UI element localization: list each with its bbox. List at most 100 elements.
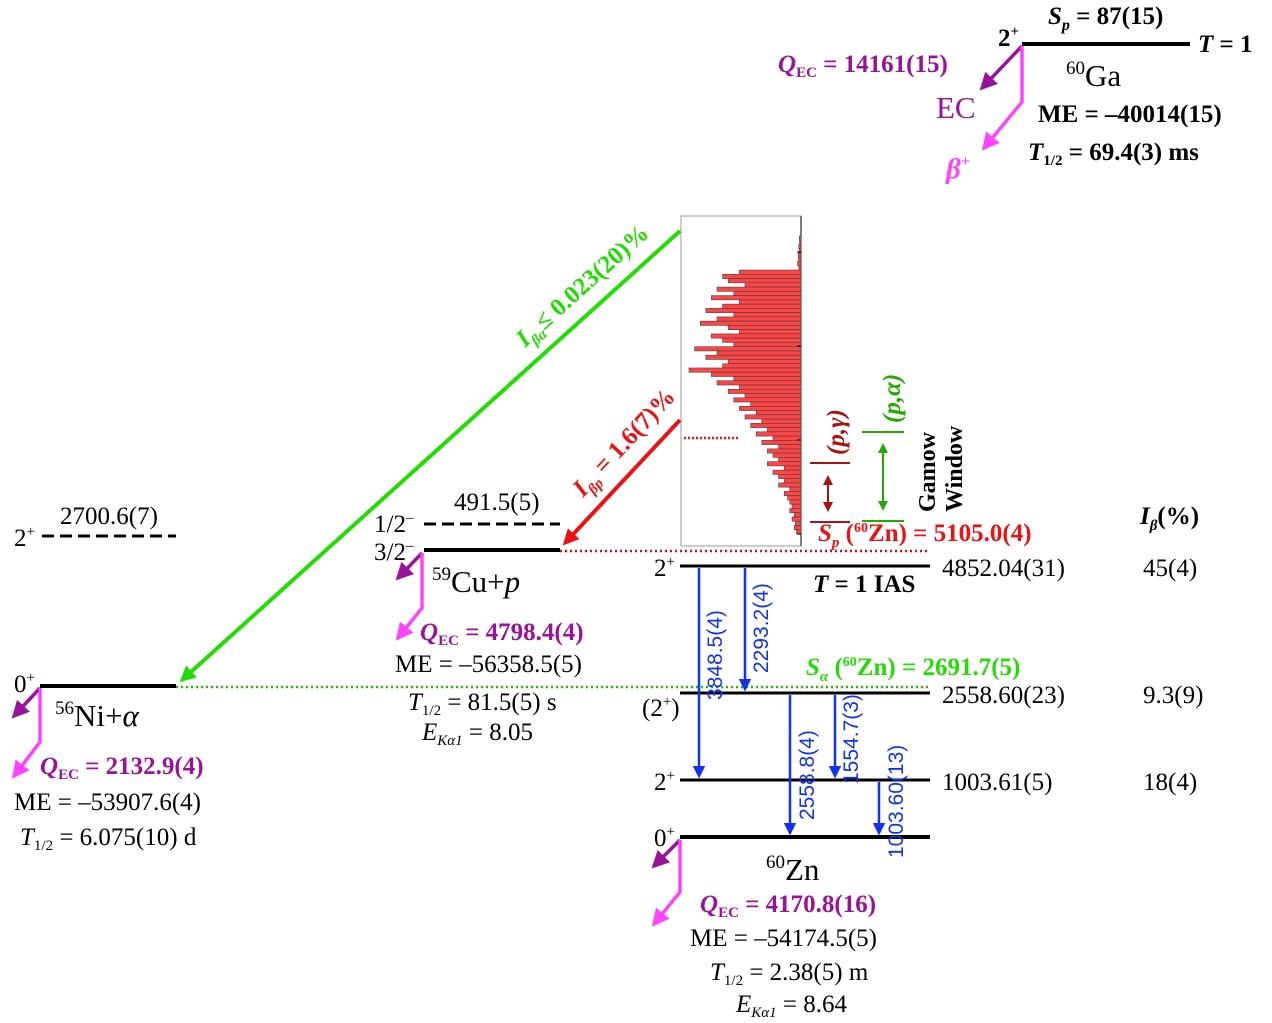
- zn60-qec: QEC = 4170.8(16): [700, 891, 876, 921]
- histogram-bar: [733, 397, 802, 403]
- histogram-bar: [767, 461, 802, 467]
- zn60-me: ME = –54174.5(5): [690, 925, 877, 952]
- cu59-name: 59Cu+p: [432, 564, 520, 599]
- ni56-excited-energy: 2700.6(7): [60, 503, 158, 530]
- histogram-bar: [722, 337, 802, 343]
- histogram-bar: [796, 529, 802, 535]
- histogram-bar: [716, 286, 802, 292]
- zn60-level-4852-energy: 4852.04(31): [942, 555, 1065, 582]
- zn60-level-1003-spin: 2+: [654, 768, 675, 796]
- histogram-bar: [722, 363, 802, 369]
- histogram-bar: [789, 508, 802, 514]
- ga60-isospin: T = 1: [1198, 31, 1253, 58]
- histogram-bar: [711, 333, 802, 339]
- histogram-bar: [772, 469, 802, 475]
- histogram-bar: [767, 448, 802, 454]
- histogram-bar: [705, 308, 802, 313]
- zn60-eka1: EKα1 = 8.64: [735, 991, 848, 1021]
- histogram-bar: [787, 495, 802, 501]
- ni56-beta-arrow: [11, 688, 42, 779]
- histogram-bar: [798, 244, 802, 250]
- ibeta-header: Iβ(%): [1139, 503, 1199, 534]
- beta-p-label: Iβp = 1.6(7)%: [567, 383, 684, 505]
- zn60-level-4852-ibeta: 45(4): [1143, 555, 1197, 582]
- ga60-ec-label: EC: [936, 90, 976, 125]
- ga60-halflife: T1/2 = 69.4(3) ms: [1028, 139, 1199, 169]
- histogram-bar: [688, 367, 802, 373]
- zn60-beta-arrow: [651, 840, 682, 927]
- beta-alpha-label: Iβα≤ 0.023(20)%: [510, 220, 657, 357]
- histogram-bar: [798, 265, 802, 271]
- ni56-qec: QEC = 2132.9(4): [40, 753, 204, 783]
- ga60-beta-arrow: [981, 46, 1024, 151]
- histogram-bar: [755, 410, 802, 416]
- histogram-bar: [711, 371, 802, 377]
- histogram-bars: [688, 235, 802, 535]
- ni56-name: 56Ni+α: [55, 698, 139, 733]
- sa-threshold-label: Sα (60Zn) = 2691.7(5): [806, 654, 1020, 685]
- histogram-bar: [727, 388, 802, 394]
- ni56-ground-spin: 0+: [14, 670, 35, 698]
- gamow-label-line1: Gamow: [915, 431, 941, 512]
- histogram-bar: [744, 414, 802, 420]
- zn60-level-2558-ibeta: 9.3(9): [1143, 682, 1203, 709]
- histogram-bar: [739, 329, 802, 335]
- histogram-bar: [797, 261, 802, 267]
- zn60-ground-spin: 0+: [654, 824, 675, 852]
- zn60-level-1003-ibeta: 18(4): [1143, 769, 1197, 796]
- ga60-me: ME = –40014(15): [1038, 101, 1222, 128]
- histogram-bar: [778, 444, 802, 450]
- histogram-bar: [733, 312, 802, 318]
- zn60-halflife: T1/2 = 2.38(5) m: [710, 959, 869, 989]
- histogram-bar: [799, 235, 802, 241]
- histogram-bar: [761, 418, 802, 424]
- histogram-bar: [694, 346, 802, 352]
- histogram-bar: [716, 380, 802, 386]
- zn60-name: 60Zn: [766, 852, 820, 887]
- zn60-level-2558-spin: (2+): [642, 694, 680, 722]
- zn60-level-4852-spin: 2+: [654, 554, 675, 582]
- cu59-excited-spin: 1/2–: [374, 510, 414, 538]
- histogram-bar: [739, 299, 802, 305]
- histogram-bar: [733, 376, 802, 382]
- histogram-bar: [791, 516, 802, 522]
- histogram-bar: [733, 342, 802, 347]
- histogram-bar: [716, 316, 802, 322]
- histogram-bar: [722, 274, 802, 279]
- histogram-bar: [793, 512, 802, 518]
- ni56-excited-spin: 2+: [14, 524, 35, 552]
- gamma-1003-label: 1003.60(13): [885, 745, 908, 858]
- ga60-beta-label: β+: [945, 153, 970, 185]
- histogram-bar: [705, 354, 802, 360]
- zn60-level-1003-energy: 1003.61(5): [942, 769, 1052, 796]
- histogram-bar: [778, 474, 802, 479]
- cu59-excited-energy: 491.5(5): [454, 489, 539, 516]
- zn60-ias-label: T = 1 IAS: [813, 571, 915, 598]
- ni56-block: 2+ 2700.6(7) 0+ 56Ni+α QEC = 2132.9(4) M…: [11, 503, 204, 854]
- cu59-qec: QEC = 4798.4(4): [420, 619, 584, 649]
- histogram-bar: [772, 452, 802, 458]
- histogram-bar: [727, 325, 802, 330]
- histogram-bar: [778, 482, 802, 488]
- ga60-spin: 2+: [998, 24, 1019, 52]
- histogram-bar: [767, 427, 802, 433]
- cu59-ground-spin: 3/2–: [374, 538, 414, 566]
- zn60-level-2558-energy: 2558.60(23): [942, 682, 1065, 709]
- gamma-1554-label: 1554.7(3): [840, 694, 863, 784]
- histogram-bar: [761, 440, 802, 445]
- histogram-bar: [789, 499, 802, 505]
- histogram-bar: [778, 457, 802, 462]
- beta-p-arrow: [562, 418, 682, 546]
- ga60-sp: Sp = 87(15): [1048, 3, 1163, 34]
- cu59-halflife: T1/2 = 81.5(5) s: [408, 689, 557, 719]
- ga60-name: 60Ga: [1066, 58, 1121, 93]
- histogram-bar: [797, 252, 802, 258]
- histogram-bar: [727, 278, 802, 284]
- beta-alpha-arrow: [179, 229, 682, 683]
- ga60-qec: QEC = 14161(15): [778, 51, 948, 81]
- histogram-bar: [716, 350, 802, 356]
- histogram-bar: [789, 486, 802, 492]
- histogram-bar: [783, 478, 802, 484]
- histogram-bar: [798, 256, 802, 262]
- histogram-bar: [799, 239, 802, 245]
